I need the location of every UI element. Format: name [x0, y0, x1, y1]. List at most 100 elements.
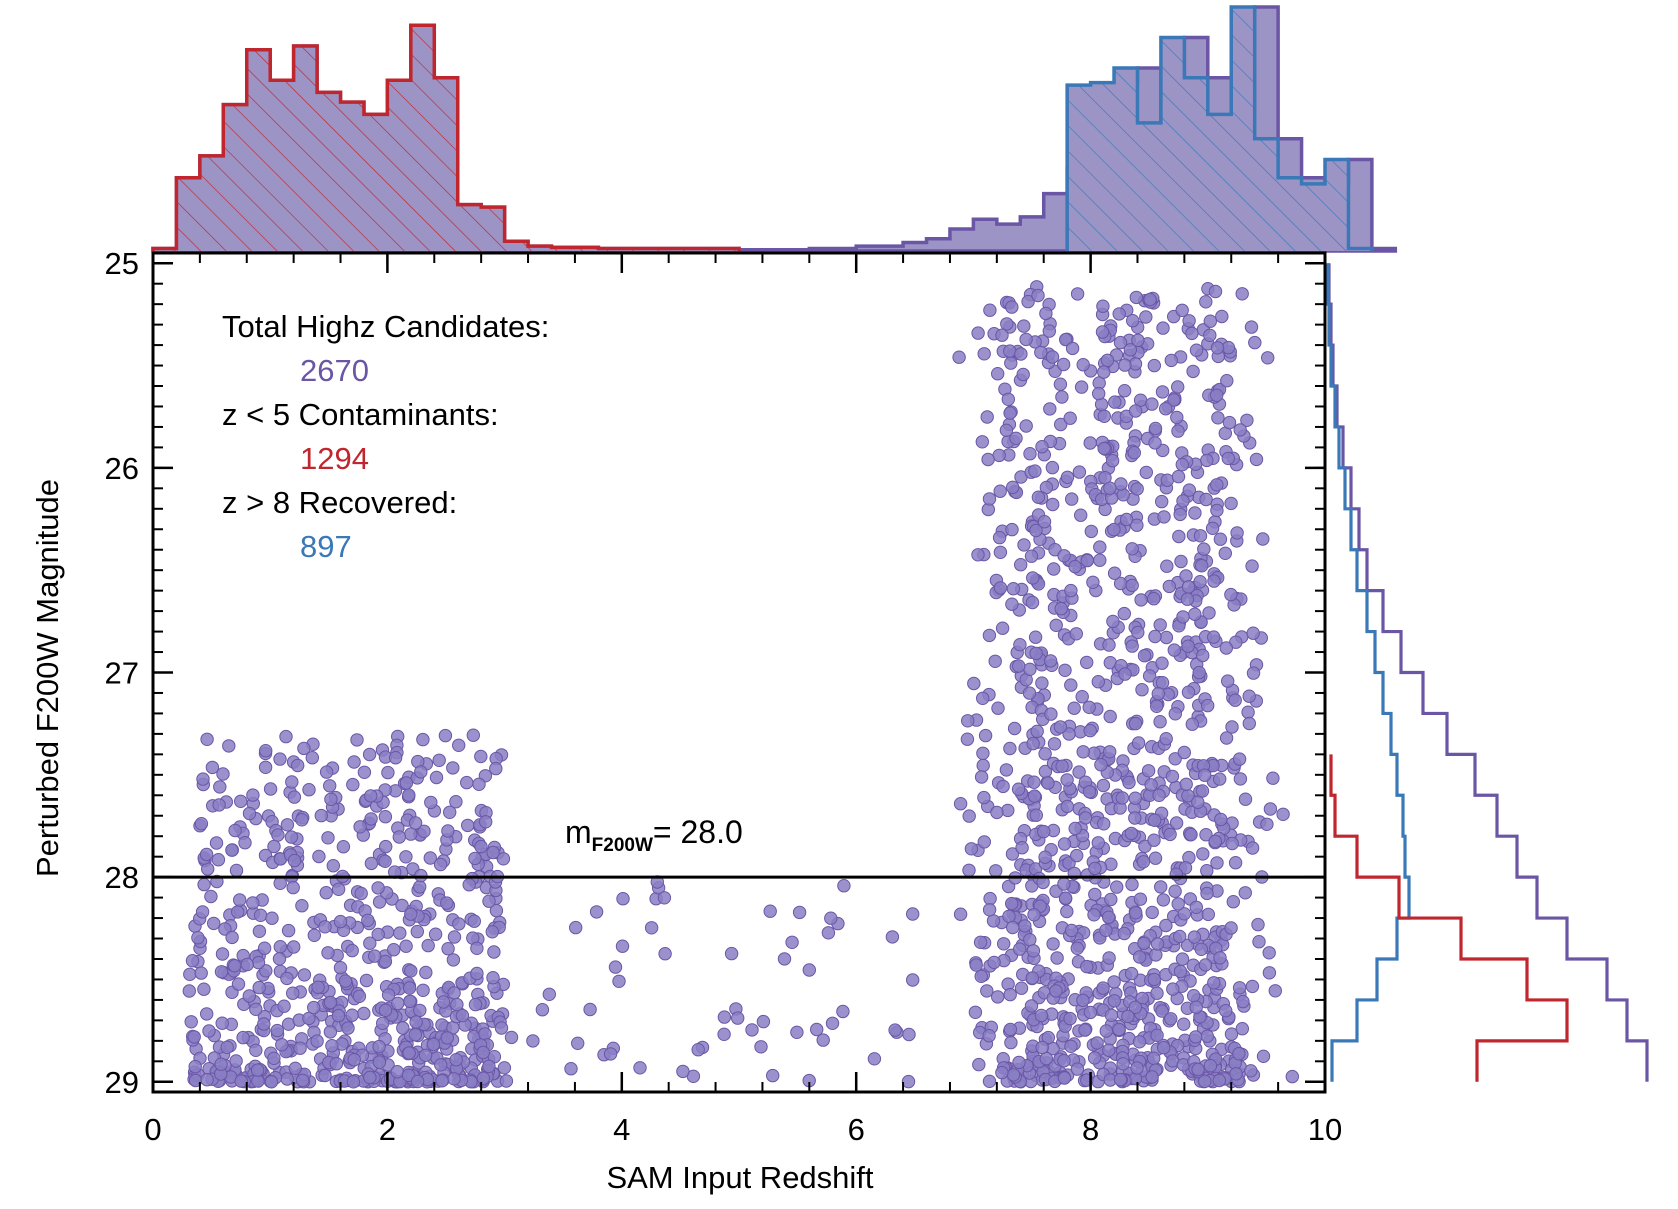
scatter-point [1047, 562, 1061, 576]
scatter-point [981, 452, 995, 467]
scatter-point [987, 955, 1001, 970]
scatter-point [1166, 982, 1180, 996]
scatter-point [1031, 288, 1045, 303]
scatter-point [962, 809, 976, 823]
scatter-point [1030, 724, 1044, 738]
scatter-point [449, 795, 463, 809]
scatter-point [236, 1030, 250, 1045]
scatter-point [1147, 1051, 1161, 1065]
scatter-point [440, 896, 454, 910]
scatter-point [1164, 1012, 1178, 1026]
scatter-point [988, 654, 1002, 668]
scatter-point [1127, 446, 1142, 460]
scatter-point [1121, 1009, 1135, 1024]
scatter-point [1125, 639, 1139, 653]
scatter-point [1200, 886, 1214, 901]
scatter-point [200, 1007, 214, 1021]
scatter-point [438, 728, 453, 743]
scatter-point [184, 1015, 198, 1029]
scatter-point [329, 1057, 344, 1071]
scatter-point [995, 1065, 1009, 1080]
scatter-point [1006, 480, 1020, 494]
scatter-point [395, 898, 409, 913]
scatter-point [468, 851, 482, 866]
scatter-point [249, 1002, 263, 1016]
scatter-point [1107, 522, 1121, 537]
scatter-point [1076, 745, 1090, 759]
scatter-point [1156, 893, 1171, 907]
scatter-point [1228, 856, 1243, 870]
scatter-point [253, 908, 268, 922]
scatter-point [1038, 747, 1052, 761]
scatter-point [1200, 864, 1214, 878]
scatter-point [205, 760, 220, 775]
scatter-point [1076, 358, 1090, 372]
scatter-point [1218, 546, 1233, 560]
scatter-point [991, 701, 1005, 715]
scatter-point [393, 926, 407, 940]
scatter-point [403, 994, 417, 1008]
scatter-point [1162, 579, 1177, 594]
scatter-point [961, 714, 975, 728]
scatter-point [246, 788, 260, 802]
scatter-point [1266, 771, 1280, 785]
scatter-point [902, 1027, 916, 1042]
scatter-point [1057, 1071, 1072, 1085]
scatter-point [410, 924, 424, 939]
scatter-point [1242, 689, 1256, 703]
scatter-point [378, 810, 393, 824]
scatter-point [209, 836, 224, 850]
scatter-point [1147, 833, 1161, 847]
scatter-point [1014, 558, 1028, 572]
scatter-point [1037, 515, 1052, 529]
scatter-point [1192, 665, 1206, 680]
scatter-point [387, 943, 401, 957]
scatter-point [1235, 287, 1249, 301]
scatter-point [1092, 386, 1106, 401]
scatter-point [229, 863, 244, 878]
scatter-point [1106, 614, 1120, 629]
scatter-point [1025, 595, 1040, 610]
scatter-point [982, 1029, 996, 1043]
scatter-point [347, 1053, 361, 1067]
scatter-point [1151, 687, 1166, 701]
scatter-point [1116, 488, 1131, 502]
scatter-point [1171, 380, 1185, 394]
scatter-point [1203, 1059, 1218, 1073]
scatter-point [273, 876, 287, 890]
scatter-point [1138, 839, 1152, 853]
scatter-point [267, 1051, 281, 1066]
scatter-point [1113, 1072, 1128, 1087]
scatter-point [1072, 465, 1087, 479]
scatter-point [1130, 1061, 1144, 1075]
scatter-point [1070, 848, 1084, 863]
scatter-point [413, 880, 427, 894]
scatter-point [399, 850, 413, 864]
scatter-point [999, 423, 1014, 437]
scatter-point [1116, 1057, 1130, 1071]
scatter-point [486, 845, 500, 860]
scatter-point [1251, 917, 1265, 932]
scatter-point [352, 989, 367, 1003]
scatter-point [1027, 789, 1042, 803]
scatter-point [1029, 523, 1043, 538]
scatter-point [1060, 470, 1075, 484]
scatter-point [1026, 736, 1040, 751]
scatter-point [1128, 811, 1142, 825]
scatter-point [1233, 772, 1248, 786]
scatter-point [220, 1040, 234, 1055]
scatter-point [1124, 826, 1139, 841]
scatter-point [324, 792, 338, 806]
scatter-point [1193, 575, 1207, 589]
scatter-point [249, 1043, 263, 1058]
scatter-point [336, 840, 351, 854]
scatter-point [1131, 736, 1146, 750]
scatter-point [1130, 518, 1144, 532]
scatter-point [1224, 921, 1238, 935]
scatter-point [1055, 759, 1069, 773]
scatter-point [1119, 512, 1134, 527]
scatter-point [1021, 294, 1035, 309]
scatter-point [1198, 768, 1212, 782]
scatter-point [980, 984, 994, 998]
scatter-point [213, 780, 227, 794]
